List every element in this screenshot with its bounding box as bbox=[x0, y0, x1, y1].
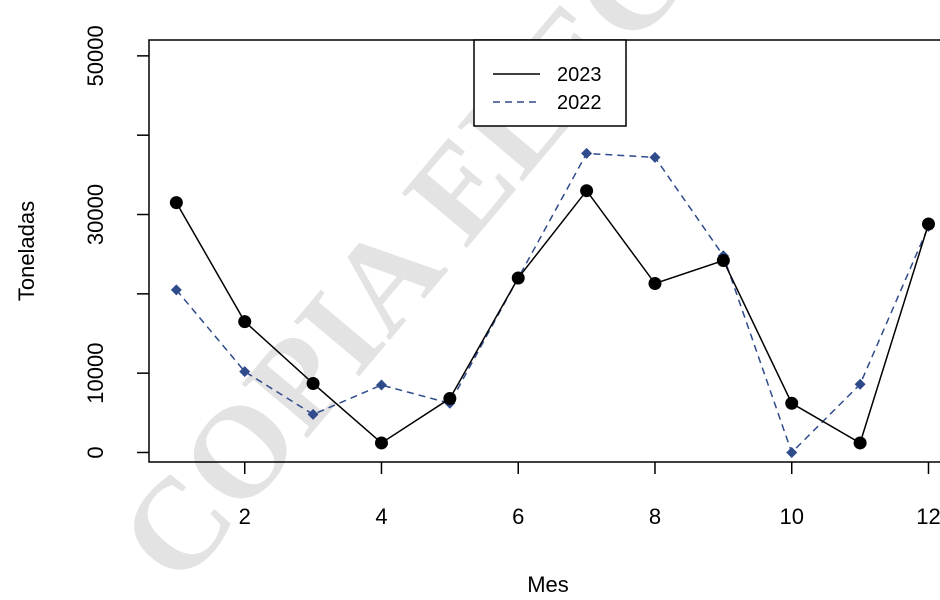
legend-label-2023: 2023 bbox=[557, 64, 602, 86]
legend-box bbox=[473, 39, 627, 127]
x-tick-label: 4 bbox=[375, 504, 387, 529]
data-point-2023 bbox=[648, 277, 662, 291]
data-point-2023 bbox=[238, 315, 252, 329]
data-point-2023 bbox=[443, 392, 457, 406]
x-axis-title: Mes bbox=[527, 572, 569, 597]
data-point-2023 bbox=[785, 396, 799, 410]
x-tick-label: 10 bbox=[779, 504, 803, 529]
data-point-2022 bbox=[786, 446, 798, 458]
data-point-2022 bbox=[375, 379, 387, 391]
data-point-2023 bbox=[374, 436, 388, 450]
x-tick-label: 2 bbox=[239, 504, 251, 529]
y-tick-label: 0 bbox=[83, 446, 108, 458]
watermark-text: COPIA ELECTR bbox=[92, 0, 833, 600]
data-point-2022 bbox=[649, 151, 661, 163]
x-tick-label: 8 bbox=[649, 504, 661, 529]
y-axis: 0 10000 30000 50000 bbox=[83, 25, 149, 459]
data-point-2022 bbox=[307, 408, 319, 420]
data-point-2023 bbox=[921, 217, 935, 231]
data-point-2023 bbox=[716, 254, 730, 268]
series-line-2023 bbox=[175, 189, 930, 445]
data-point-2023 bbox=[511, 271, 525, 285]
data-point-2022 bbox=[581, 147, 593, 159]
x-tick-label: 6 bbox=[512, 504, 524, 529]
watermark: COPIA ELECTR bbox=[92, 0, 833, 600]
data-point-2022 bbox=[170, 284, 182, 296]
y-axis-title: Toneladas bbox=[14, 201, 39, 301]
y-tick-label: 30000 bbox=[83, 184, 108, 245]
data-point-2022 bbox=[854, 378, 866, 390]
legend-label-2022: 2022 bbox=[557, 92, 602, 114]
y-tick-label: 10000 bbox=[83, 343, 108, 404]
data-point-2023 bbox=[580, 184, 594, 198]
series-layer bbox=[169, 147, 935, 458]
data-point-2023 bbox=[169, 196, 183, 210]
data-point-2023 bbox=[853, 436, 867, 450]
y-tick-label: 50000 bbox=[83, 25, 108, 86]
data-point-2022 bbox=[239, 366, 251, 378]
x-tick-label: 12 bbox=[916, 504, 940, 529]
legend: 2023 2022 bbox=[473, 39, 627, 127]
series-line-2022 bbox=[175, 152, 930, 454]
x-axis: 2 4 6 8 10 12 bbox=[239, 462, 940, 529]
data-point-2023 bbox=[306, 376, 320, 390]
